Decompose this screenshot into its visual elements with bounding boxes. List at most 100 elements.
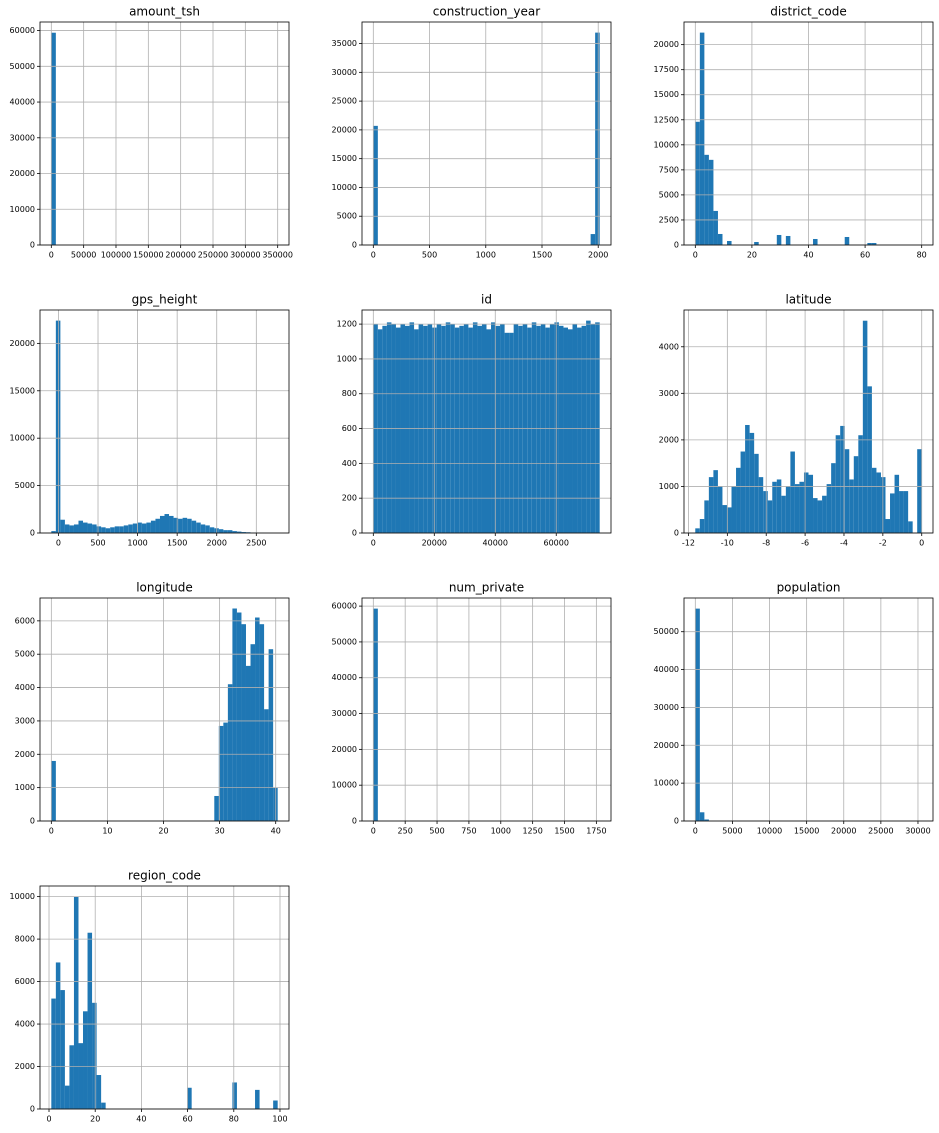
- bar: [155, 518, 160, 533]
- y-tick-label: 20000: [332, 125, 357, 134]
- chart-title: region_code: [128, 869, 201, 883]
- bar: [51, 32, 56, 245]
- bar: [459, 325, 464, 533]
- y-tick-label: 1000: [337, 354, 357, 363]
- x-tick-label: 40: [136, 1115, 146, 1124]
- y-tick-label: 20000: [332, 745, 357, 754]
- x-tick-label: 0: [919, 539, 924, 548]
- x-tick-label: 2000: [588, 251, 608, 260]
- bar: [60, 990, 65, 1109]
- x-tick-label: 1250: [522, 827, 542, 836]
- y-tick-label: 0: [352, 817, 357, 826]
- bar: [73, 896, 79, 1109]
- bar: [536, 325, 541, 533]
- chart-title: longitude: [136, 581, 193, 595]
- x-tick-label: 60000: [544, 539, 569, 548]
- bar: [255, 1089, 260, 1109]
- bar: [713, 210, 718, 245]
- bar: [214, 795, 219, 821]
- y-tick-label: 10000: [10, 205, 35, 214]
- y-tick-label: 2000: [15, 750, 35, 759]
- y-tick-label: 50000: [332, 637, 357, 646]
- chart-title: latitude: [785, 293, 831, 307]
- bar: [704, 154, 709, 245]
- bar: [273, 1100, 278, 1109]
- bar: [69, 525, 74, 533]
- x-tick-label: 10: [102, 827, 112, 836]
- bar: [785, 235, 791, 245]
- bar: [445, 322, 451, 533]
- bar: [264, 709, 269, 821]
- bar: [908, 521, 913, 533]
- bar: [844, 449, 850, 533]
- x-tick-label: 2000: [207, 539, 227, 548]
- bar: [60, 519, 65, 533]
- y-tick-label: 30000: [654, 703, 679, 712]
- y-tick-label: 4000: [15, 683, 35, 692]
- x-tick-label: 1500: [554, 827, 574, 836]
- bar: [491, 322, 496, 533]
- bar: [871, 242, 877, 245]
- bar: [159, 515, 165, 533]
- y-tick-label: 2500: [659, 215, 679, 224]
- y-tick-label: 10000: [654, 779, 679, 788]
- y-tick-label: 5000: [659, 190, 679, 199]
- histogram-panel: 0 20000 40000 60000 0 200 400 600 800 1000 1200 id: [337, 293, 612, 548]
- bar: [717, 486, 723, 533]
- x-tick-label: 20000: [422, 539, 447, 548]
- bar: [232, 1082, 237, 1109]
- bar: [241, 624, 246, 821]
- y-tick-label: 0: [674, 817, 679, 826]
- bar: [64, 1085, 70, 1109]
- histogram-panel: 0 500 1000 1500 2000 2500 0 5000 10000 15000 20000…: [10, 293, 290, 548]
- bar: [87, 932, 93, 1109]
- x-tick-label: 40000: [483, 539, 508, 548]
- bar: [586, 320, 591, 533]
- bar: [223, 530, 228, 533]
- bar: [486, 329, 492, 533]
- x-tick-label: -12: [682, 539, 695, 548]
- chart-title: id: [481, 293, 492, 307]
- x-tick-label: 1000: [476, 251, 496, 260]
- x-tick-label: 40: [271, 827, 281, 836]
- bar: [849, 479, 854, 533]
- bar: [826, 484, 832, 533]
- bar: [119, 526, 124, 533]
- x-tick-label: 25000: [868, 827, 893, 836]
- y-tick-label: 0: [30, 241, 35, 250]
- bar: [554, 322, 559, 533]
- bar: [504, 332, 510, 533]
- bar: [132, 523, 138, 533]
- histogram-panel: 0 10 20 30 40 0 1000 2000 3000 4000 5000 6000 longit…: [15, 581, 290, 836]
- bar: [92, 524, 97, 533]
- bar: [749, 432, 755, 533]
- bar: [236, 612, 242, 821]
- bar: [468, 327, 473, 533]
- histogram-panel: 0 50000 100000 150000 200000 250000 300000 3500…: [10, 5, 293, 260]
- bar: [495, 325, 501, 533]
- x-tick-label: 15000: [794, 827, 819, 836]
- bar: [141, 523, 147, 533]
- bar: [695, 528, 700, 533]
- bar: [150, 520, 156, 533]
- bar: [164, 514, 170, 533]
- bar: [917, 449, 922, 533]
- bar: [477, 325, 482, 533]
- axes-frame: [39, 309, 290, 534]
- bar: [51, 760, 56, 821]
- bar: [173, 517, 179, 533]
- bar: [73, 524, 79, 533]
- y-tick-label: 200: [342, 494, 357, 503]
- x-tick-label: 30: [215, 827, 225, 836]
- y-tick-label: 0: [674, 529, 679, 538]
- x-tick-label: 20: [90, 1115, 100, 1124]
- x-tick-label: 200000: [165, 251, 196, 260]
- bar: [699, 32, 705, 245]
- bar: [178, 518, 183, 533]
- bar: [581, 325, 587, 533]
- y-tick-label: 600: [342, 424, 357, 433]
- bar: [699, 812, 705, 821]
- bar: [83, 1011, 88, 1109]
- y-tick-label: 40000: [332, 673, 357, 682]
